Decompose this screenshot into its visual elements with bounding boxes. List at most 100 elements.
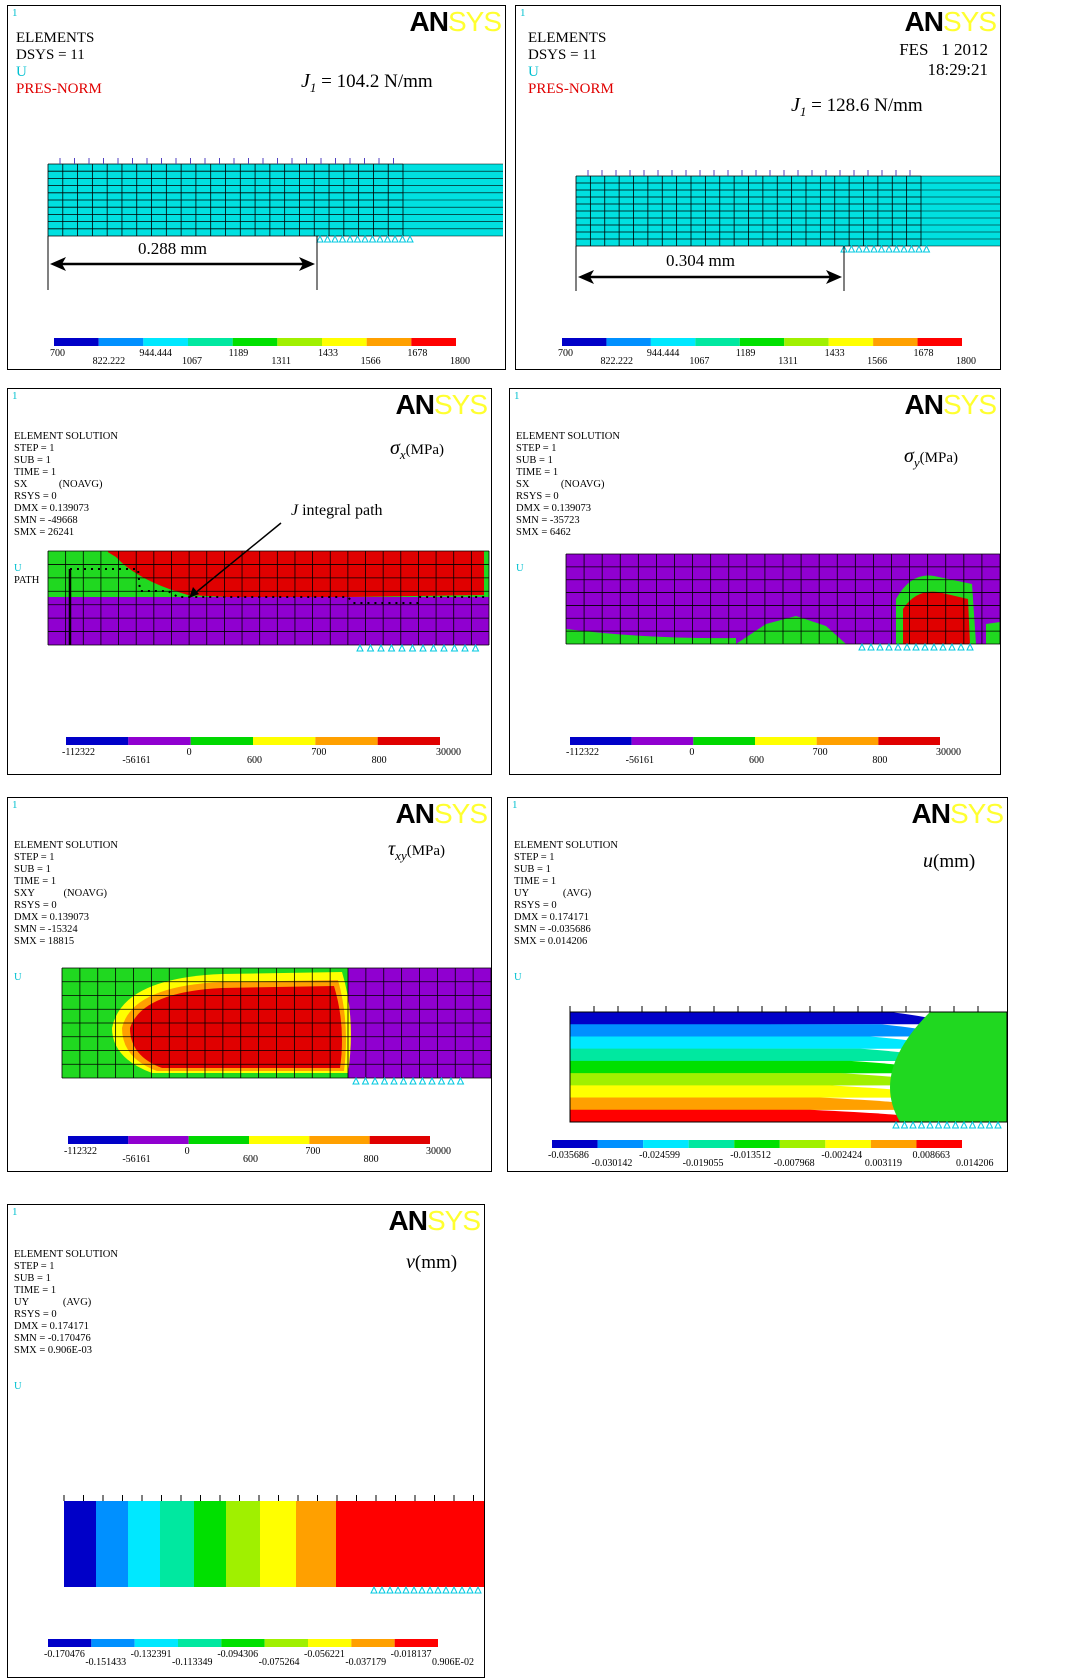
- support-triangle: [885, 642, 893, 651]
- legend-swatch: [873, 338, 918, 346]
- legend-label: 1311: [271, 356, 291, 367]
- info-line: ELEMENTS: [528, 30, 607, 46]
- legend-swatch: [570, 737, 632, 745]
- support-triangle: [892, 1120, 900, 1129]
- legend-label: 600: [749, 755, 764, 766]
- support-triangle: [876, 642, 884, 651]
- legend-label: -0.030142: [592, 1158, 633, 1169]
- legend-swatch: [828, 338, 874, 346]
- support-triangle: [426, 1585, 434, 1594]
- legend-swatch: [128, 737, 191, 745]
- legend-label: 1678: [407, 348, 427, 359]
- contour-plot: -0.170476 -0.132391 -0.094306 -0.056221 -0.0…: [44, 1495, 484, 1668]
- ansys-logo: ANSYS: [388, 1205, 481, 1236]
- support-triangle: [968, 1120, 977, 1129]
- legend-swatch: [825, 1140, 871, 1148]
- legend-label: -0.132391: [131, 1649, 172, 1660]
- legend-swatch: [739, 338, 785, 346]
- sigma-y-label: σy(MPa): [904, 445, 958, 470]
- legend-swatch: [377, 737, 440, 745]
- info-line: DSYS = 11: [528, 47, 597, 63]
- support-triangle: [907, 244, 916, 253]
- legend-swatch: [366, 338, 412, 346]
- legend-label: 800: [364, 1154, 379, 1165]
- support-triangle: [370, 1585, 378, 1594]
- support-triangle: [885, 244, 893, 253]
- legend-swatch: [188, 1136, 249, 1144]
- contour-region: [986, 622, 1000, 644]
- contour-band: [570, 1024, 950, 1037]
- contour-plot: -112322 0 700 30000 -56161 600 800: [61, 967, 491, 1165]
- legend-swatch: [249, 1136, 310, 1144]
- contour-plot: -112322 0 700 30000 -56161 600 800: [565, 553, 1000, 766]
- support-triangle: [391, 234, 399, 243]
- legend-label: 1800: [956, 356, 976, 367]
- window-index: 1: [514, 390, 520, 402]
- legend-swatch: [693, 737, 755, 745]
- support-triangle: [361, 1076, 370, 1085]
- tau-xy-label: τxy(MPa): [388, 838, 446, 863]
- support-triangle: [398, 234, 407, 243]
- contour-band: [570, 1085, 950, 1099]
- j-path-annotation: J integral path: [291, 502, 383, 519]
- support-triangle: [398, 643, 406, 652]
- support-triangle: [461, 643, 469, 652]
- contour-region: [130, 986, 342, 1068]
- u-mark: U: [16, 64, 27, 80]
- legend-swatch: [91, 1639, 135, 1647]
- window-index: 1: [12, 390, 18, 402]
- support-triangle: [378, 1585, 386, 1594]
- window-index: 1: [12, 1206, 18, 1218]
- support-triangle: [383, 234, 392, 243]
- support-triangle: [394, 1585, 402, 1594]
- legend-label: -56161: [122, 1154, 150, 1165]
- support-triangle: [338, 234, 347, 243]
- support-triangle: [440, 643, 448, 652]
- support-triangle: [428, 1076, 436, 1085]
- legend-label: 700: [311, 747, 326, 758]
- support-triangle: [909, 1120, 917, 1129]
- support-triangle: [450, 643, 459, 652]
- support-triangle: [390, 1076, 398, 1085]
- legend-label: -112322: [566, 747, 599, 758]
- legend-label: 944.444: [647, 348, 680, 359]
- support-triangle: [437, 1076, 446, 1085]
- panel-pres-norm-j2: 1 ANSYS ELEMENTS DSYS = 11 U PRES-NORM F…: [515, 5, 1001, 370]
- legend-label: 1189: [736, 348, 756, 359]
- support-triangle: [361, 234, 369, 243]
- support-triangle: [410, 1585, 418, 1594]
- legend-swatch: [643, 1140, 689, 1148]
- legend-swatch: [351, 1639, 395, 1647]
- legend-label: 1433: [825, 348, 845, 359]
- legend-label: 1566: [867, 356, 887, 367]
- contour-band: [128, 1501, 161, 1587]
- v-label: v(mm): [406, 1251, 458, 1273]
- legend-label: -0.094306: [217, 1649, 258, 1660]
- support-triangle: [380, 1076, 389, 1085]
- legend-label: -0.151433: [85, 1657, 126, 1668]
- support-triangle: [917, 1120, 926, 1129]
- j-integral-value: J1 = 104.2 N/mm: [301, 70, 433, 95]
- legend-label: 1189: [229, 348, 249, 359]
- support-triangle: [903, 642, 911, 651]
- contour-band: [570, 1073, 950, 1086]
- legend-label: -56161: [626, 755, 654, 766]
- contour-band: [570, 1109, 950, 1123]
- legend-label: -0.007968: [774, 1158, 815, 1169]
- sigma-x-label: σx(MPa): [390, 437, 444, 462]
- support-triangle: [346, 234, 354, 243]
- legend-label: 1566: [361, 356, 381, 367]
- ansys-logo: ANSYS: [395, 798, 488, 829]
- legend-label: -112322: [64, 1146, 97, 1157]
- support-triangle: [456, 1076, 465, 1085]
- info-line: ELEMENTS: [16, 30, 95, 46]
- support-triangle: [862, 244, 871, 253]
- legend-swatch: [816, 737, 879, 745]
- legend-swatch: [98, 338, 144, 346]
- support-triangle: [434, 1585, 442, 1594]
- legend-swatch: [394, 1639, 438, 1647]
- u-mark: U: [528, 64, 539, 80]
